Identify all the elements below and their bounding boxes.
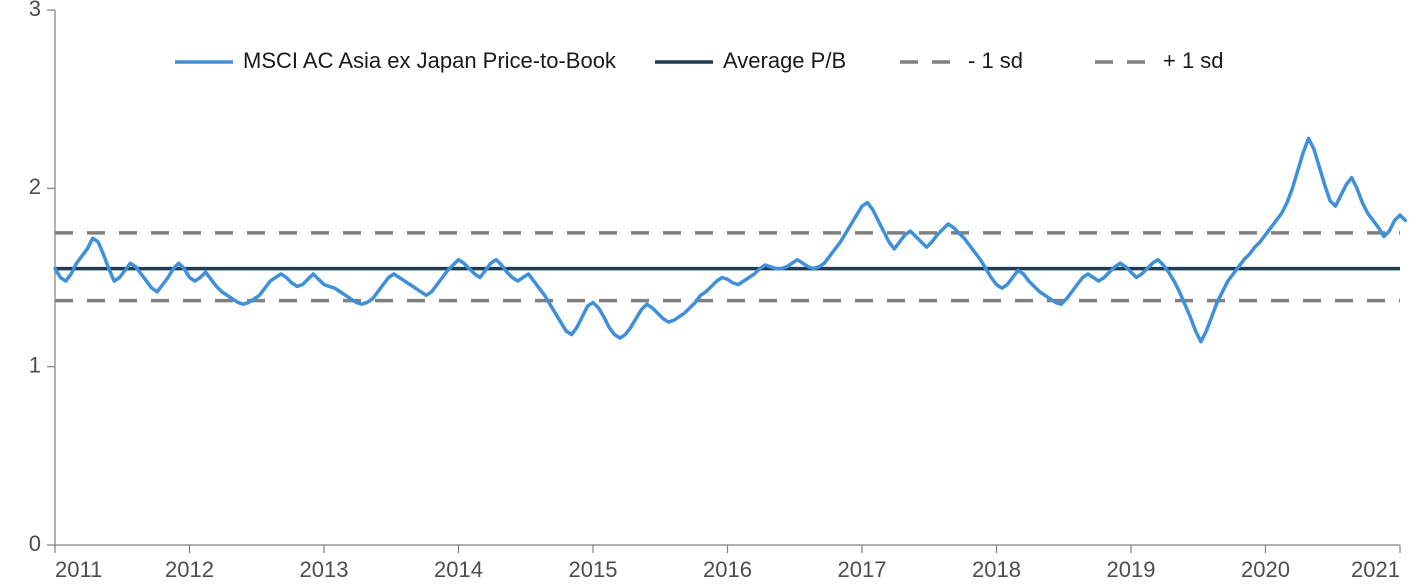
x-tick-label: 2013 — [300, 557, 349, 582]
x-tick-label: 2016 — [703, 557, 752, 582]
legend-label: + 1 sd — [1163, 48, 1224, 73]
x-tick-label: 2014 — [434, 557, 483, 582]
y-tick-label: 1 — [29, 352, 41, 377]
pb-timeseries-chart: 0 1 2 3 2011 2012 2013 2014 2015 2016 2017 2018 2019… — [0, 0, 1413, 588]
x-tick-label: 2017 — [838, 557, 887, 582]
x-tick-label: 2021 — [1351, 557, 1400, 582]
y-tick-label: 2 — [29, 174, 41, 199]
x-tick-label: 2019 — [1107, 557, 1156, 582]
legend-label: Average P/B — [723, 48, 846, 73]
x-tick-label: 2020 — [1241, 557, 1290, 582]
x-tick-label: 2018 — [972, 557, 1021, 582]
x-tick-label: 2012 — [165, 557, 214, 582]
y-tick-label: 3 — [29, 0, 41, 21]
x-tick-label: 2011 — [55, 557, 102, 582]
legend-label: - 1 sd — [968, 48, 1023, 73]
legend-label: MSCI AC Asia ex Japan Price-to-Book — [243, 48, 617, 73]
x-tick-label: 2015 — [569, 557, 618, 582]
chart-svg: 0 1 2 3 2011 2012 2013 2014 2015 2016 2017 2018 2019… — [0, 0, 1413, 588]
y-tick-label: 0 — [29, 531, 41, 556]
